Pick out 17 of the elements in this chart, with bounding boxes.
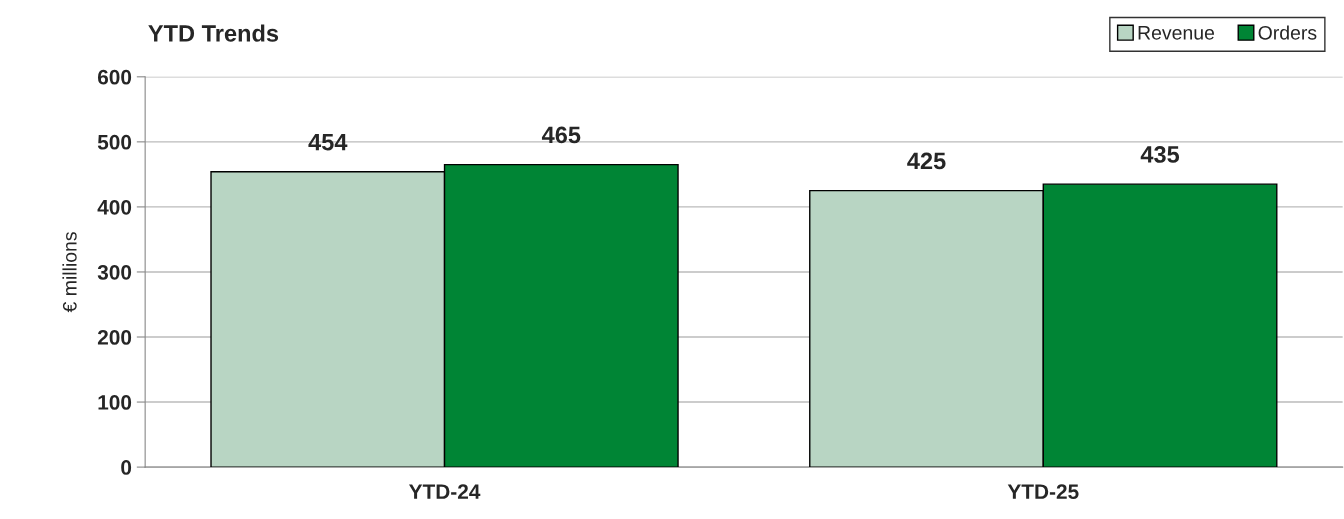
y-tick-label: 500 (97, 134, 132, 150)
data-label: 435 (1140, 146, 1180, 163)
x-tick-label: YTD-24 (409, 484, 481, 499)
x-tick-label: YTD-25 (1007, 484, 1079, 500)
y-tick-label: 0 (121, 460, 132, 475)
chart-title: YTD Trends (148, 24, 279, 42)
y-tick-label: 100 (98, 395, 132, 410)
y-axis-title: € millions (62, 232, 77, 313)
y-tick-label: 400 (97, 199, 132, 215)
legend-label: Orders (1258, 25, 1317, 40)
y-tick-label: 600 (97, 69, 132, 85)
data-label: 425 (907, 152, 946, 170)
data-label: 465 (541, 126, 581, 144)
legend-label: Revenue (1138, 26, 1215, 40)
y-tick-label: 200 (97, 330, 132, 345)
data-label: 454 (308, 133, 348, 151)
y-tick-label: 300 (97, 264, 132, 280)
